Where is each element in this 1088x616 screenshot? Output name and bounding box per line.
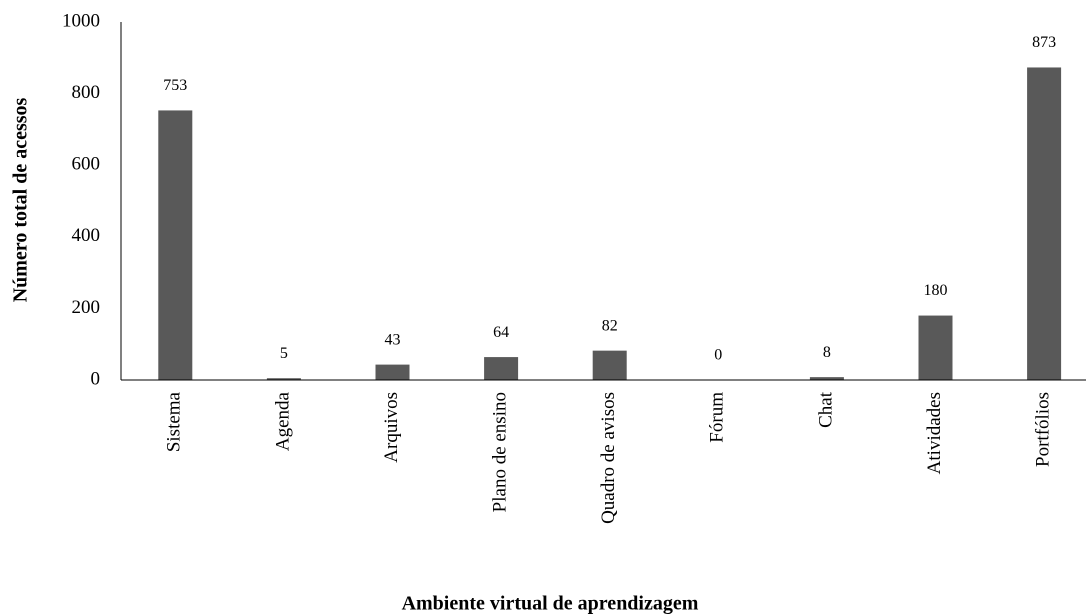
value-label: 180 xyxy=(924,282,948,299)
value-label: 0 xyxy=(714,347,722,364)
bar xyxy=(375,364,410,380)
x-tick-label: Atividades xyxy=(924,392,945,474)
bar xyxy=(484,357,519,380)
bar xyxy=(809,377,844,380)
y-tick-label: 400 xyxy=(72,225,101,246)
y-axis-title: Número total de acessos xyxy=(10,97,32,302)
value-label: 5 xyxy=(280,345,288,362)
value-label: 8 xyxy=(823,344,831,361)
value-label: 64 xyxy=(493,324,509,341)
value-label: 753 xyxy=(163,77,187,94)
y-tick-label: 0 xyxy=(91,368,101,389)
x-tick-label: Chat xyxy=(815,391,836,428)
x-tick-label: Fórum xyxy=(707,392,728,443)
bar xyxy=(1027,67,1062,380)
x-axis-title: Ambiente virtual de aprendizagem xyxy=(402,593,699,615)
x-tick-label: Agenda xyxy=(272,391,293,451)
x-tick-label: Portfólios xyxy=(1032,392,1053,467)
bar xyxy=(158,110,193,381)
x-tick-label: Sistema xyxy=(164,391,185,452)
x-tick-label: Plano de ensino xyxy=(489,392,510,512)
value-label: 873 xyxy=(1032,34,1056,51)
y-tick-label: 1000 xyxy=(62,10,100,31)
bar xyxy=(592,350,627,380)
y-tick-label: 600 xyxy=(72,154,101,175)
x-tick-label: Quadro de avisos xyxy=(598,392,619,524)
x-tick-label: Arquivos xyxy=(381,392,402,463)
value-label: 43 xyxy=(385,331,401,348)
bar xyxy=(266,378,301,380)
bar xyxy=(918,315,953,380)
y-tick-label: 200 xyxy=(72,297,101,318)
y-tick-label: 800 xyxy=(72,82,101,103)
value-label: 82 xyxy=(602,317,618,334)
